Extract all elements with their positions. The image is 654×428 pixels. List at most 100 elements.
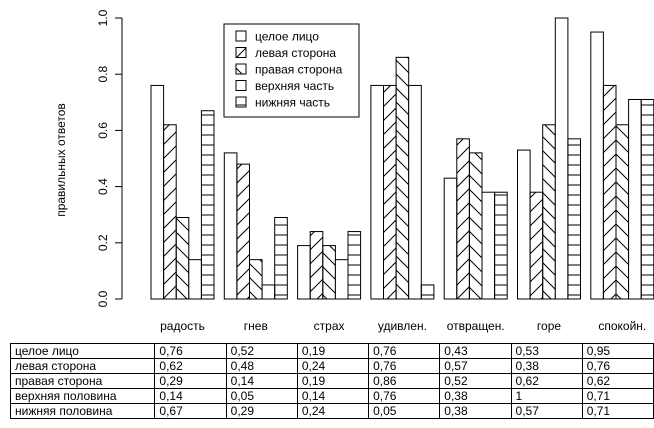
bar	[334, 259, 349, 300]
bar	[395, 56, 410, 300]
table-cell: 0,29	[225, 403, 298, 419]
bar-group	[517, 17, 582, 300]
y-tick-label: 1.0	[96, 9, 110, 26]
table-cell: 0,19	[296, 343, 370, 359]
table-cell: 0,24	[296, 358, 370, 374]
table-cell: 0,14	[154, 388, 227, 404]
bar	[347, 231, 362, 300]
y-tick-label: 0.2	[96, 234, 110, 251]
table-cell: 0,76	[154, 343, 227, 359]
bar-group	[443, 138, 508, 300]
table-cell: 0,76	[581, 358, 654, 374]
legend-label: целое лицо	[255, 30, 319, 44]
legend-swatch	[235, 30, 247, 42]
table-cell: 0,67	[154, 403, 227, 419]
bar	[163, 124, 177, 300]
bars	[150, 17, 654, 300]
bar	[517, 149, 531, 300]
table-cell: 0,71	[581, 388, 654, 404]
table-cell: 0,62	[510, 373, 583, 389]
table-cell: 0,48	[225, 358, 298, 374]
table-cell: 0,57	[510, 403, 583, 419]
table-row: правая сторона 0,29 0,14 0,19 0,86 0,52 0,62 0,…	[9, 373, 654, 389]
legend-swatch	[235, 96, 247, 108]
y-axis: 0.0 0.2 0.4 0.6 0.8 1.0	[96, 9, 123, 307]
y-tick-label: 0.0	[96, 290, 110, 307]
bar	[420, 284, 435, 300]
legend-item: нижняя часть	[235, 96, 330, 110]
table-cell: 0,05	[368, 403, 441, 419]
y-tick-label: 0.6	[96, 122, 110, 139]
bar	[567, 138, 582, 300]
table-cell: 0,19	[296, 373, 370, 389]
bar	[223, 152, 238, 300]
bar	[249, 259, 263, 300]
bar	[236, 163, 250, 300]
table-cell: 0,76	[368, 358, 441, 374]
table-cell: 0,29	[154, 373, 227, 389]
x-tick-label: страх	[314, 319, 345, 333]
x-axis-labels: радость гнев страх удивлен. отвращен. горе спо…	[160, 319, 646, 333]
bar-group	[150, 84, 215, 300]
legend-swatch	[235, 47, 247, 58]
table-cell: 0,71	[581, 403, 654, 419]
table-cell: 0,57	[439, 358, 512, 374]
table-cell: 0,53	[510, 343, 583, 359]
bar	[408, 84, 422, 300]
bar	[640, 98, 654, 300]
table-cell: 0,52	[225, 343, 298, 359]
table-row-label: нижняя половина	[9, 403, 156, 419]
table-row: целое лицо 0,76 0,52 0,19 0,76 0,43 0,53 0,95	[9, 343, 654, 359]
bar	[200, 110, 215, 300]
bar	[274, 217, 288, 300]
y-tick-label: 0.4	[96, 178, 110, 195]
table-cell: 0,05	[225, 388, 298, 404]
x-tick-label: гнев	[244, 319, 268, 333]
table-cell: 0,76	[368, 388, 441, 404]
bar-group	[590, 31, 654, 300]
legend-item: верхняя часть	[235, 79, 334, 93]
table-row: левая сторона 0,62 0,48 0,24 0,76 0,57 0,38 0,7…	[9, 358, 654, 374]
bar	[150, 84, 165, 300]
table-cell: 1	[510, 388, 583, 404]
bar-chart: правильных ответов 0.0 0.2 0.4 0.6 0.8 1.0 ра…	[54, 9, 654, 333]
bar	[297, 245, 311, 300]
legend-label: нижняя часть	[255, 96, 330, 110]
table-cell: 0,24	[296, 403, 370, 419]
table-cell: 0,14	[225, 373, 298, 389]
x-tick-label: спокойн.	[598, 319, 646, 333]
y-tick-label: 0.8	[96, 66, 110, 83]
table-cell: 0,86	[368, 373, 441, 389]
bar	[456, 138, 470, 300]
legend-label: левая сторона	[255, 46, 336, 60]
table-row-label: правая сторона	[9, 373, 156, 389]
bar	[468, 152, 483, 300]
bar	[188, 259, 202, 300]
table-cell: 0,38	[439, 388, 512, 404]
x-tick-label: отвращен.	[447, 319, 505, 333]
bar	[443, 177, 458, 300]
legend: целое лицо левая сторона правая сторона вер…	[223, 23, 360, 118]
legend-item: целое лицо	[235, 30, 319, 44]
table-cell: 0,38	[439, 403, 512, 419]
bar-group	[223, 152, 288, 300]
table-cell: 0,52	[439, 373, 512, 389]
bar	[175, 217, 190, 300]
bar	[628, 98, 642, 300]
legend-item: правая сторона	[235, 63, 343, 77]
table-cell: 0,95	[581, 343, 654, 359]
bar	[261, 284, 276, 300]
table-row: нижняя половина 0,67 0,29 0,24 0,05 0,38 0,57 0…	[9, 403, 654, 419]
table-row-label: левая сторона	[9, 358, 156, 374]
y-axis-label: правильных ответов	[54, 103, 68, 217]
bar	[615, 124, 630, 300]
legend-swatch	[235, 80, 247, 91]
x-tick-label: удивлен.	[378, 319, 427, 333]
bar	[590, 31, 604, 300]
table-cell: 0,62	[581, 373, 654, 389]
table-cell: 0,62	[154, 358, 227, 374]
x-tick-label: радость	[160, 319, 205, 333]
x-tick-label: горе	[537, 319, 561, 333]
table-row: верхняя половина 0,14 0,05 0,14 0,76 0,38 1 0,7…	[9, 388, 654, 404]
bar-group	[370, 56, 435, 300]
